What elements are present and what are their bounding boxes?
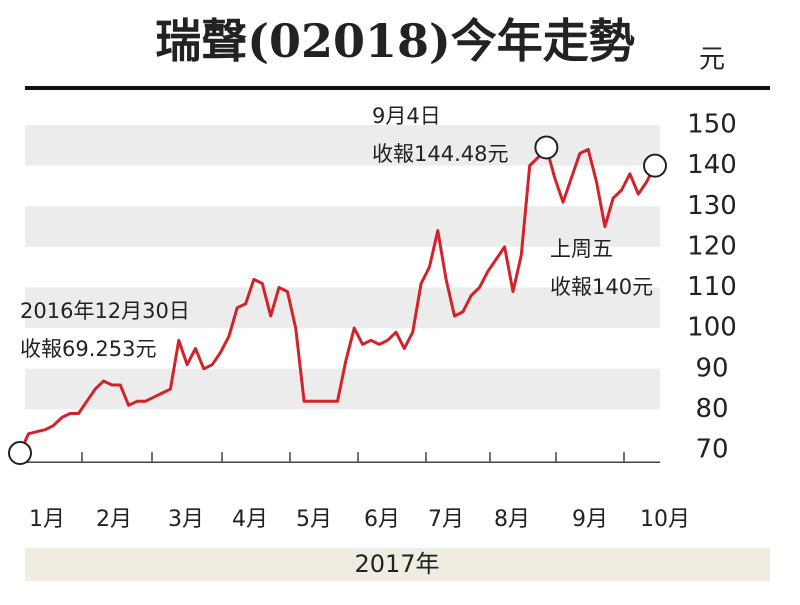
x-tick-label: 2月: [96, 507, 132, 532]
annotation: 9月4日: [372, 104, 441, 128]
x-tick-label: 6月: [364, 507, 400, 532]
y-tick-label: 110: [687, 272, 737, 302]
year-band: [25, 548, 770, 581]
y-tick-label: 130: [687, 191, 737, 221]
x-tick-label: 7月: [428, 507, 464, 532]
y-tick-label: 90: [695, 353, 728, 383]
annotation: 2016年12月30日: [20, 299, 190, 323]
title-rule: [25, 86, 770, 90]
x-tick-label: 9月: [572, 507, 608, 532]
annotation: 收報69.253元: [20, 337, 156, 361]
x-tick-label: 1月: [29, 507, 65, 532]
grid-band: [25, 125, 660, 166]
x-tick-label: 3月: [168, 507, 204, 532]
annotation: 收報140元: [550, 275, 653, 299]
chart-title: 瑞聲(02018)今年走勢: [155, 14, 635, 68]
annotation: 收報144.48元: [372, 142, 508, 166]
grid-band: [25, 287, 660, 329]
y-tick-label: 140: [687, 150, 737, 180]
marker: [8, 441, 32, 466]
x-tick-label: 8月: [494, 507, 530, 532]
y-tick-label: 150: [687, 110, 737, 140]
y-tick-label: 100: [687, 313, 737, 343]
x-tick-label: 4月: [232, 507, 268, 532]
unit-label: 元: [699, 45, 725, 75]
grid-band: [25, 206, 660, 247]
annotation: 上周五: [550, 237, 613, 261]
x-tick-label: 10月: [640, 507, 690, 532]
x-tick-label: 5月: [296, 507, 332, 532]
x-axis-label: 2017年: [354, 550, 439, 578]
y-tick-label: 70: [695, 435, 728, 465]
marker: [643, 153, 667, 178]
marker: [534, 135, 559, 160]
y-tick-label: 80: [695, 394, 728, 424]
y-tick-label: 120: [687, 231, 737, 261]
